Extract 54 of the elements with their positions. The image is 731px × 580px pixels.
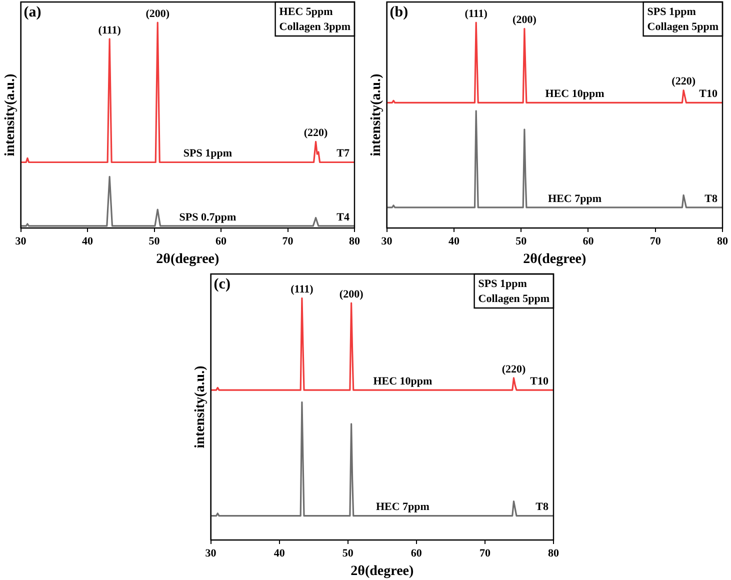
y-axis-title: intensity(a.u.) — [193, 365, 208, 448]
x-tick-label: 30 — [15, 235, 27, 248]
annotation: (220) — [304, 127, 328, 140]
series-label: SPS 1ppm — [183, 148, 232, 160]
x-tick-label: 80 — [548, 547, 560, 560]
series-label: HEC 7ppm — [548, 192, 602, 205]
x-tick-label: 50 — [148, 235, 160, 248]
x-axis-title: 2θ(degree) — [156, 252, 220, 268]
x-tick-label: 40 — [82, 235, 94, 248]
x-tick-label: 40 — [448, 235, 460, 248]
annotation: (111) — [290, 284, 314, 296]
x-tick-label: 60 — [582, 235, 594, 248]
annotation: (200) — [339, 288, 364, 300]
x-tick-label: 80 — [349, 235, 360, 248]
x-tick-label: 30 — [381, 235, 393, 248]
x-tick-label: 70 — [479, 547, 491, 560]
x-tick-label: 60 — [216, 235, 228, 248]
text: HEC 5ppm — [279, 6, 333, 18]
series-label: HEC 10ppm — [373, 375, 432, 388]
series-label: HEC 7ppm — [376, 501, 430, 514]
text: SPS 1ppm — [647, 6, 696, 18]
annotation: T10 — [530, 375, 549, 388]
annotation: T8 — [704, 192, 718, 205]
annotation: (200) — [512, 14, 537, 26]
y-axis-title: intensity(a.u.) — [369, 73, 384, 156]
x-tick-label: 40 — [274, 547, 286, 560]
chart-title: (c) — [214, 276, 230, 292]
x-tick-label: 70 — [650, 235, 662, 248]
annotation: (200) — [146, 8, 170, 20]
annotation: T4 — [336, 211, 350, 224]
annotation: (220) — [502, 363, 526, 376]
x-tick-label: 60 — [410, 547, 422, 560]
text: SPS 1ppm — [478, 278, 527, 290]
x-tick-label: 50 — [342, 547, 354, 560]
chart-title: (a) — [24, 4, 42, 20]
annotation: T7 — [336, 148, 350, 160]
x-axis-title: 2θ(degree) — [350, 564, 414, 580]
annotation: Collagen 5ppm — [647, 20, 719, 33]
x-axis-title: 2θ(degree) — [523, 252, 586, 268]
series-label: HEC 10ppm — [545, 88, 604, 100]
annotation: Collagen 3ppm — [279, 20, 351, 33]
annotation: (111) — [464, 8, 488, 20]
annotation: T8 — [536, 501, 549, 514]
x-tick-label: 70 — [282, 235, 294, 248]
annotation: (111) — [98, 24, 122, 36]
annotation: (220) — [672, 76, 696, 88]
x-tick-label: 50 — [516, 235, 528, 248]
x-tick-label: 80 — [717, 235, 728, 248]
y-axis-title: intensity(a.u.) — [3, 73, 18, 156]
series-label: SPS 0.7ppm — [179, 211, 236, 224]
annotation: T10 — [699, 88, 718, 100]
chart-title: (b) — [390, 4, 408, 20]
annotation: Collagen 5ppm — [478, 292, 550, 305]
x-tick-label: 30 — [205, 547, 217, 560]
